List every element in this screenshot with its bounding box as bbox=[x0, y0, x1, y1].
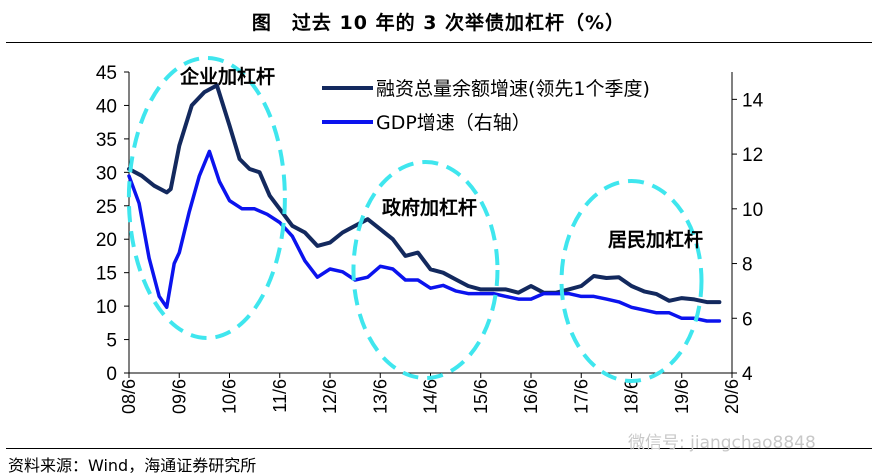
series-line-gdp bbox=[127, 149, 722, 323]
x-axis-tick-label: 13/6 bbox=[370, 379, 390, 414]
left-axis-tick-label: 5 bbox=[106, 331, 117, 352]
x-axis-tick-label: 17/6 bbox=[571, 379, 591, 414]
legend-label-gdp: GDP增速（右轴） bbox=[376, 112, 531, 134]
x-axis-tick-label: 12/6 bbox=[320, 379, 340, 414]
left-axis-tick-label: 35 bbox=[96, 130, 117, 151]
left-axis-tick-label: 0 bbox=[106, 364, 117, 385]
right-axis-tick-label: 12 bbox=[742, 145, 763, 166]
highlight-ellipse-corporate bbox=[126, 56, 287, 340]
chart-title: 图 过去 10 年的 3 次举债加杠杆（%） bbox=[251, 12, 626, 34]
left-axis-tick-label: 25 bbox=[96, 197, 117, 218]
x-axis-tick-label: 20/6 bbox=[722, 379, 742, 414]
annotation-corporate: 企业加杠杆 bbox=[179, 65, 275, 88]
right-axis-tick-label: 10 bbox=[742, 200, 763, 221]
x-axis-tick-label: 15/6 bbox=[471, 379, 491, 414]
right-axis-tick-label: 6 bbox=[742, 309, 753, 330]
axes: 0 5 10 15 20 25 30 35 40 45 4 6 8 10 12 14 08/6 09/6 10/6 1… bbox=[96, 63, 764, 414]
highlight-ellipse-government bbox=[351, 160, 500, 380]
series-layer bbox=[127, 83, 722, 323]
series-line-financing bbox=[127, 83, 722, 305]
x-axis-tick-label: 16/6 bbox=[521, 379, 541, 414]
right-axis-tick-label: 8 bbox=[742, 255, 753, 276]
watermark: 微信号: jiangchao8848 bbox=[628, 433, 816, 453]
x-axis-tick-label: 19/6 bbox=[672, 379, 692, 414]
annotation-government: 政府加杠杆 bbox=[382, 196, 477, 219]
left-axis-tick-label: 45 bbox=[96, 63, 117, 84]
legend-label-financing: 融资总量余额增速(领先1个季度) bbox=[376, 78, 650, 100]
highlight-layer bbox=[126, 56, 704, 383]
title-divider bbox=[6, 42, 872, 43]
highlight-ellipse-household bbox=[559, 179, 704, 383]
left-axis-tick-label: 30 bbox=[96, 163, 117, 184]
source-divider bbox=[6, 448, 872, 449]
x-axis-tick-label: 10/6 bbox=[220, 379, 240, 414]
legend: 融资总量余额增速(领先1个季度) GDP增速（右轴） bbox=[322, 78, 650, 134]
source-note: 资料来源：Wind，海通证券研究所 bbox=[8, 456, 257, 475]
x-axis-tick-label: 11/6 bbox=[270, 379, 290, 413]
right-axis-tick-label: 4 bbox=[742, 364, 753, 385]
x-axis-tick-label: 08/6 bbox=[119, 379, 139, 414]
left-axis-tick-label: 10 bbox=[96, 297, 117, 318]
x-axis-tick-label: 14/6 bbox=[421, 379, 441, 414]
left-axis-tick-label: 15 bbox=[96, 264, 117, 285]
x-axis-tick-label: 09/6 bbox=[169, 379, 189, 414]
annotation-household: 居民加杠杆 bbox=[608, 228, 703, 251]
x-axis-tick-label: 18/6 bbox=[622, 379, 642, 414]
left-axis-tick-label: 20 bbox=[96, 230, 117, 251]
left-axis-tick-label: 40 bbox=[96, 96, 117, 117]
right-axis-tick-label: 14 bbox=[742, 90, 764, 111]
